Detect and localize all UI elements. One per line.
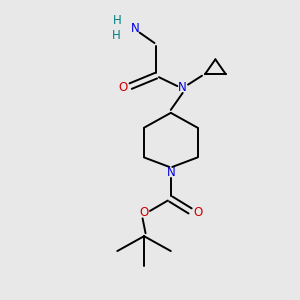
Text: H: H — [113, 14, 122, 27]
Text: N: N — [178, 81, 187, 94]
Text: N: N — [167, 166, 175, 179]
Text: O: O — [118, 81, 128, 94]
Text: O: O — [140, 206, 149, 219]
Text: H: H — [111, 29, 120, 42]
Text: N: N — [131, 22, 140, 34]
Text: O: O — [193, 206, 202, 219]
